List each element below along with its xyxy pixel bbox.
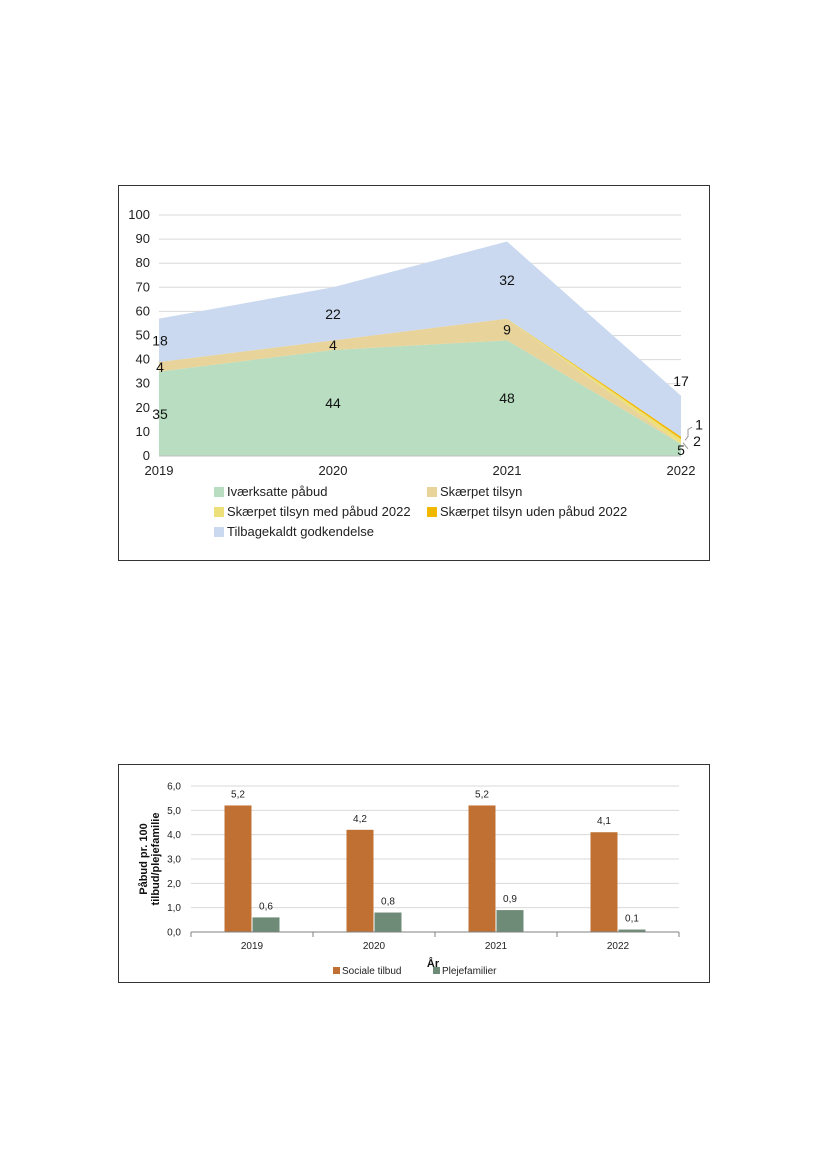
x-tick-label: 2021 — [485, 941, 508, 952]
bar-chart-frame: 0,0 1,0 2,0 3,0 4,0 5,0 6,0 5,2 4,2 5,2 4,1 0,6 0,8 0… — [118, 764, 710, 983]
bar — [374, 912, 402, 932]
x-tick-label: 2019 — [145, 463, 174, 478]
legend-swatch — [427, 507, 437, 517]
legend-swatch — [214, 507, 224, 517]
area-series — [159, 340, 681, 456]
legend-swatch — [214, 527, 224, 537]
legend-swatch — [427, 487, 437, 497]
bar — [496, 910, 524, 932]
legend-label: Sociale tilbud — [342, 966, 401, 977]
bar — [468, 805, 496, 932]
y-tick-label: 10 — [136, 424, 150, 439]
data-label: 32 — [499, 272, 515, 288]
x-tick-label: 2019 — [241, 941, 264, 952]
data-label: 18 — [152, 332, 168, 348]
y-tick-label: 3,0 — [167, 855, 181, 866]
bar — [346, 829, 374, 932]
y-tick-label: 80 — [136, 255, 150, 270]
data-label: 0,6 — [259, 901, 273, 912]
x-tick-label: 2022 — [667, 463, 696, 478]
legend-label: Skærpet tilsyn med påbud 2022 — [227, 504, 411, 519]
y-tick-label: 0,0 — [167, 928, 181, 939]
legend-swatch — [333, 967, 340, 974]
area-series — [159, 318, 681, 440]
data-label: 48 — [499, 390, 515, 406]
y-tick-label: 100 — [128, 207, 150, 222]
y-tick-label: 70 — [136, 279, 150, 294]
x-axis-title: År — [427, 957, 440, 970]
y-tick-label: 5,0 — [167, 806, 181, 817]
legend-label: Skærpet tilsyn — [440, 484, 522, 499]
x-tick-label: 2021 — [493, 463, 522, 478]
y-tick-label: 90 — [136, 231, 150, 246]
x-tick-label: 2022 — [607, 941, 630, 952]
data-label: 4 — [329, 337, 337, 353]
data-label: 0,8 — [381, 897, 395, 908]
bar — [590, 832, 618, 932]
legend-label: Plejefamilier — [442, 966, 497, 977]
x-tick-label: 2020 — [319, 463, 348, 478]
data-label: 9 — [503, 321, 511, 337]
data-label: 22 — [325, 306, 341, 322]
y-tick-label: 1,0 — [167, 903, 181, 914]
data-label: 4,2 — [353, 814, 367, 825]
y-tick-label: 0 — [143, 448, 150, 463]
legend-label: Tilbagekaldt godkendelse — [227, 524, 374, 539]
y-axis-title-line: Påbud pr. 100 — [138, 823, 150, 895]
y-axis-title-line: tilbud/plejefamilie — [150, 813, 162, 906]
bar — [224, 805, 252, 932]
bar — [252, 917, 280, 932]
y-tick-label: 4,0 — [167, 830, 181, 841]
data-label: 1 — [695, 417, 703, 433]
area-series — [159, 318, 681, 444]
data-label: 35 — [152, 406, 168, 422]
data-label: 2 — [693, 433, 701, 449]
data-label: 4 — [156, 359, 164, 375]
x-tick-label: 2020 — [363, 941, 386, 952]
data-label: 5,2 — [231, 789, 245, 800]
legend-label: Skærpet tilsyn uden påbud 2022 — [440, 504, 627, 519]
legend-swatch — [214, 487, 224, 497]
data-label: 44 — [325, 395, 341, 411]
y-tick-label: 20 — [136, 400, 150, 415]
y-tick-label: 60 — [136, 303, 150, 318]
legend-swatch — [433, 967, 440, 974]
data-label: 17 — [673, 373, 689, 389]
y-tick-label: 6,0 — [167, 782, 181, 793]
y-tick-label: 30 — [136, 376, 150, 391]
leader-line — [684, 426, 693, 441]
y-tick-label: 40 — [136, 352, 150, 367]
data-label: 5 — [677, 442, 685, 458]
y-axis-title: Påbud pr. 100tilbud/plejefamilie — [138, 813, 162, 906]
data-label: 0,1 — [625, 914, 639, 925]
data-label: 0,9 — [503, 894, 517, 905]
bar — [618, 929, 646, 932]
data-label: 5,2 — [475, 789, 489, 800]
y-tick-label: 50 — [136, 328, 150, 343]
legend-label: Iværksatte påbud — [227, 484, 327, 499]
leader-line — [682, 442, 689, 450]
data-label: 4,1 — [597, 816, 611, 827]
bar-chart: 0,0 1,0 2,0 3,0 4,0 5,0 6,0 5,2 4,2 5,2 4,1 0,6 0,8 0… — [138, 782, 680, 977]
y-tick-label: 2,0 — [167, 879, 181, 890]
area-series — [159, 241, 681, 437]
area-chart-frame: 0 10 20 30 40 50 60 70 80 90 100 35 44 48 5 4 4 9 2 1 18 22 32… — [118, 185, 710, 561]
